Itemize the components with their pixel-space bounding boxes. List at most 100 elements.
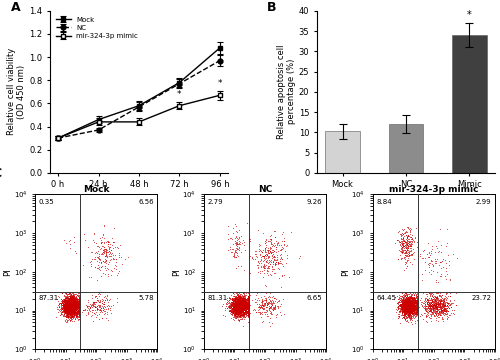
Point [232, 300, 239, 306]
Point [403, 308, 411, 314]
Point [422, 306, 430, 311]
Point [410, 302, 418, 308]
Point [70, 305, 78, 310]
Point [438, 301, 446, 307]
Point [64, 309, 72, 315]
Point [408, 298, 416, 304]
Point [406, 253, 413, 259]
Point [266, 302, 274, 307]
Point [66, 308, 74, 314]
Point [240, 297, 248, 302]
Point [234, 263, 242, 269]
Point [406, 304, 414, 310]
Point [65, 307, 73, 312]
Point [406, 297, 414, 302]
Point [73, 313, 81, 319]
Point [417, 301, 425, 307]
Point [236, 301, 244, 307]
Point [239, 303, 247, 309]
Point [76, 310, 84, 316]
Point [242, 302, 250, 307]
Point [255, 310, 263, 315]
Point [408, 301, 416, 307]
Point [66, 298, 74, 304]
Point [237, 312, 245, 318]
Y-axis label: PI: PI [341, 268, 350, 276]
Point [402, 305, 409, 311]
Point [70, 309, 78, 315]
Point [412, 309, 420, 315]
Point [431, 306, 439, 311]
Point [402, 303, 410, 309]
Point [54, 306, 62, 312]
Point [420, 300, 428, 306]
Point [404, 304, 412, 310]
Point [260, 264, 268, 270]
Point [246, 293, 254, 298]
Point [64, 304, 72, 310]
Point [242, 307, 250, 312]
Point [434, 262, 442, 267]
Point [398, 306, 406, 312]
Point [402, 306, 410, 312]
Point [94, 297, 102, 302]
Point [432, 303, 440, 309]
Point [405, 242, 413, 247]
Point [244, 302, 252, 308]
Point [402, 301, 409, 307]
Point [234, 302, 242, 308]
Point [66, 303, 74, 309]
Point [402, 317, 410, 323]
Point [84, 306, 92, 311]
Point [73, 300, 81, 306]
Point [404, 305, 412, 311]
Point [402, 303, 409, 309]
Point [408, 310, 416, 316]
Point [399, 298, 407, 304]
Point [69, 302, 77, 308]
Point [58, 305, 66, 311]
Point [391, 240, 399, 246]
Point [58, 303, 66, 309]
Point [402, 298, 410, 303]
Point [90, 230, 98, 235]
Point [424, 240, 432, 246]
Point [399, 296, 407, 302]
Point [238, 308, 246, 314]
Point [240, 305, 248, 311]
Point [405, 305, 413, 310]
Point [58, 309, 66, 315]
Point [422, 308, 430, 314]
Point [229, 305, 237, 310]
Point [235, 298, 243, 304]
Point [60, 313, 68, 319]
Point [411, 311, 419, 317]
Point [94, 258, 102, 264]
Point [446, 277, 454, 283]
Point [74, 312, 82, 318]
Point [234, 300, 242, 306]
Point [408, 307, 416, 312]
Point [243, 302, 251, 308]
Point [68, 309, 76, 315]
Point [236, 300, 244, 306]
Point [68, 298, 76, 304]
Point [400, 307, 408, 313]
Point [412, 297, 420, 302]
Point [396, 301, 404, 307]
Point [402, 234, 410, 240]
Point [406, 304, 414, 310]
Point [400, 304, 408, 310]
Point [69, 300, 77, 306]
Point [233, 310, 241, 316]
Point [68, 309, 76, 315]
Point [66, 301, 74, 306]
Point [408, 303, 416, 309]
Point [98, 264, 106, 269]
Point [232, 305, 239, 311]
Point [265, 299, 273, 305]
Point [96, 257, 104, 262]
Point [239, 303, 247, 309]
Point [416, 299, 424, 305]
Point [233, 306, 241, 312]
